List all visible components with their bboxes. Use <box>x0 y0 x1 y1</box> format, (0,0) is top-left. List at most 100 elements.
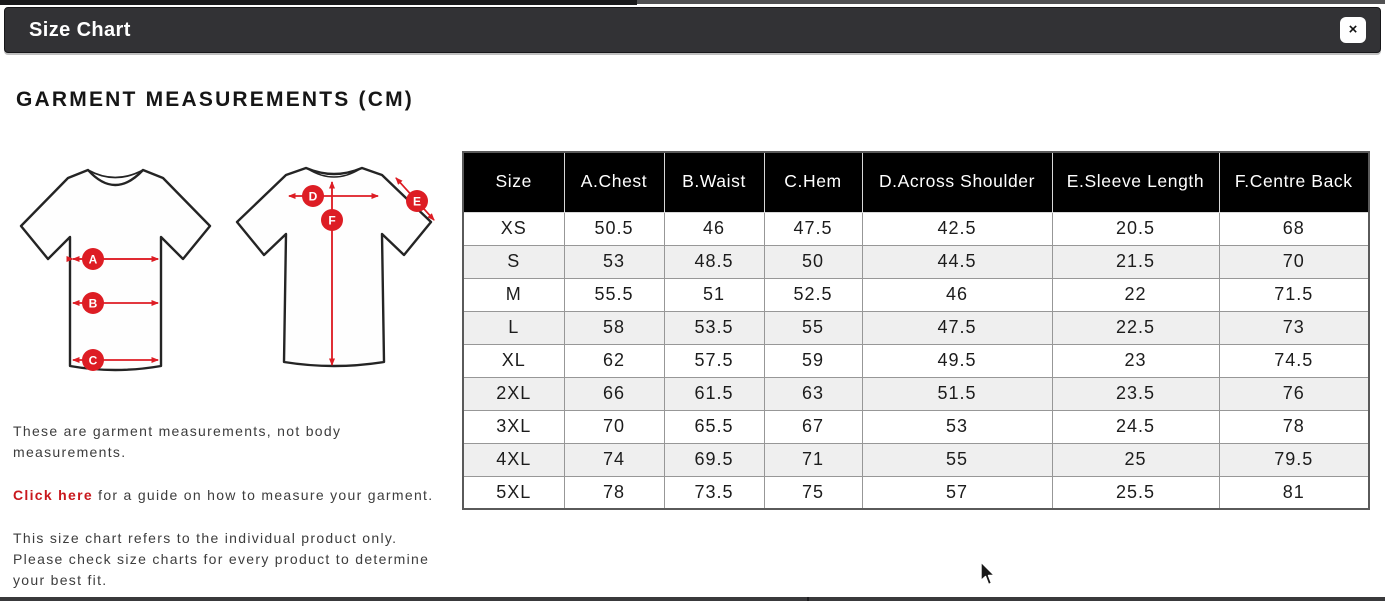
cell-centre-back: 76 <box>1218 376 1370 411</box>
cell-centre-back: 68 <box>1218 211 1370 246</box>
cell-sleeve-length: 23.5 <box>1051 376 1220 411</box>
cell-waist: 57.5 <box>663 343 765 378</box>
cell-hem: 75 <box>763 475 863 510</box>
cell-hem: 71 <box>763 442 863 477</box>
svg-text:C: C <box>89 354 98 368</box>
table-row: 5XL 78 73.5 75 57 25.5 81 <box>462 475 1370 510</box>
tshirt-front-diagram: A B C <box>19 168 212 372</box>
mouse-cursor <box>980 561 996 586</box>
label-b-badge: B <box>82 292 104 314</box>
svg-text:E: E <box>413 195 421 209</box>
table-row: L 58 53.5 55 47.5 22.5 73 <box>462 310 1370 345</box>
label-c-badge: C <box>82 349 104 371</box>
svg-text:F: F <box>328 214 335 228</box>
cell-across-shoulder: 46 <box>861 277 1053 312</box>
cell-size: M <box>462 277 565 312</box>
cell-sleeve-length: 20.5 <box>1051 211 1220 246</box>
cell-across-shoulder: 57 <box>861 475 1053 510</box>
cell-chest: 50.5 <box>563 211 665 246</box>
cell-chest: 55.5 <box>563 277 665 312</box>
table-row: XS 50.5 46 47.5 42.5 20.5 68 <box>462 211 1370 246</box>
cell-hem: 55 <box>763 310 863 345</box>
cell-waist: 73.5 <box>663 475 765 510</box>
cell-sleeve-length: 23 <box>1051 343 1220 378</box>
table-row: S 53 48.5 50 44.5 21.5 70 <box>462 244 1370 279</box>
notes-section: These are garment measurements, not body… <box>13 421 453 601</box>
cell-across-shoulder: 42.5 <box>861 211 1053 246</box>
cell-chest: 62 <box>563 343 665 378</box>
column-header-chest: A.Chest <box>563 151 665 213</box>
cell-sleeve-length: 25.5 <box>1051 475 1220 510</box>
cell-size: 2XL <box>462 376 565 411</box>
cell-size: XS <box>462 211 565 246</box>
cell-centre-back: 71.5 <box>1218 277 1370 312</box>
cell-across-shoulder: 53 <box>861 409 1053 444</box>
table-row: M 55.5 51 52.5 46 22 71.5 <box>462 277 1370 312</box>
cell-waist: 51 <box>663 277 765 312</box>
cell-hem: 50 <box>763 244 863 279</box>
table-row: 2XL 66 61.5 63 51.5 23.5 76 <box>462 376 1370 411</box>
page-bottom-strip <box>0 597 1385 601</box>
column-header-size: Size <box>462 151 565 213</box>
cell-size: 4XL <box>462 442 565 477</box>
cell-hem: 63 <box>763 376 863 411</box>
cell-centre-back: 79.5 <box>1218 442 1370 477</box>
tshirt-back-diagram: D E F <box>235 166 435 368</box>
label-f-badge: F <box>321 209 343 231</box>
cell-size: 5XL <box>462 475 565 510</box>
cell-chest: 70 <box>563 409 665 444</box>
label-d-badge: D <box>302 185 324 207</box>
cell-sleeve-length: 22.5 <box>1051 310 1220 345</box>
page-top-strip-right <box>637 0 1385 4</box>
page-top-strip-left <box>0 0 637 5</box>
cell-hem: 59 <box>763 343 863 378</box>
note-individual-product: This size chart refers to the individual… <box>13 530 430 588</box>
cell-centre-back: 74.5 <box>1218 343 1370 378</box>
cell-waist: 46 <box>663 211 765 246</box>
cell-centre-back: 73 <box>1218 310 1370 345</box>
cell-size: S <box>462 244 565 279</box>
close-button[interactable]: × <box>1340 17 1366 43</box>
cell-chest: 78 <box>563 475 665 510</box>
cell-centre-back: 78 <box>1218 409 1370 444</box>
cell-waist: 53.5 <box>663 310 765 345</box>
cell-centre-back: 81 <box>1218 475 1370 510</box>
cell-sleeve-length: 24.5 <box>1051 409 1220 444</box>
table-row: 3XL 70 65.5 67 53 24.5 78 <box>462 409 1370 444</box>
cell-waist: 65.5 <box>663 409 765 444</box>
cell-across-shoulder: 51.5 <box>861 376 1053 411</box>
column-header-centre-back: F.Centre Back <box>1218 151 1370 213</box>
column-header-across-shoulder: D.Across Shoulder <box>861 151 1053 213</box>
page-title: GARMENT MEASUREMENTS (CM) <box>16 88 414 111</box>
note-measure-guide: Click here for a guide on how to measure… <box>13 485 453 506</box>
table-row: 4XL 74 69.5 71 55 25 79.5 <box>462 442 1370 477</box>
page-bottom-seam <box>807 597 809 601</box>
svg-text:B: B <box>89 297 98 311</box>
measure-guide-link[interactable]: Click here <box>13 487 93 503</box>
cell-waist: 48.5 <box>663 244 765 279</box>
cell-hem: 47.5 <box>763 211 863 246</box>
label-a-badge: A <box>82 248 104 270</box>
cell-chest: 74 <box>563 442 665 477</box>
cell-chest: 66 <box>563 376 665 411</box>
size-table-container: Size A.Chest B.Waist C.Hem D.Across Shou… <box>462 151 1370 510</box>
cell-across-shoulder: 55 <box>861 442 1053 477</box>
tshirt-back-outline <box>235 166 433 368</box>
cell-waist: 69.5 <box>663 442 765 477</box>
cell-size: 3XL <box>462 409 565 444</box>
cell-chest: 58 <box>563 310 665 345</box>
cell-chest: 53 <box>563 244 665 279</box>
modal-title: Size Chart <box>29 18 131 41</box>
svg-text:D: D <box>309 190 318 204</box>
cell-size: XL <box>462 343 565 378</box>
cell-sleeve-length: 25 <box>1051 442 1220 477</box>
tshirt-front-outline <box>19 168 212 372</box>
note-garment-measurements: These are garment measurements, not body… <box>13 423 342 460</box>
measure-guide-text: for a guide on how to measure your garme… <box>92 487 434 503</box>
cell-centre-back: 70 <box>1218 244 1370 279</box>
cell-sleeve-length: 21.5 <box>1051 244 1220 279</box>
label-e-badge: E <box>406 190 428 212</box>
column-header-waist: B.Waist <box>663 151 765 213</box>
cell-hem: 52.5 <box>763 277 863 312</box>
column-header-hem: C.Hem <box>763 151 863 213</box>
